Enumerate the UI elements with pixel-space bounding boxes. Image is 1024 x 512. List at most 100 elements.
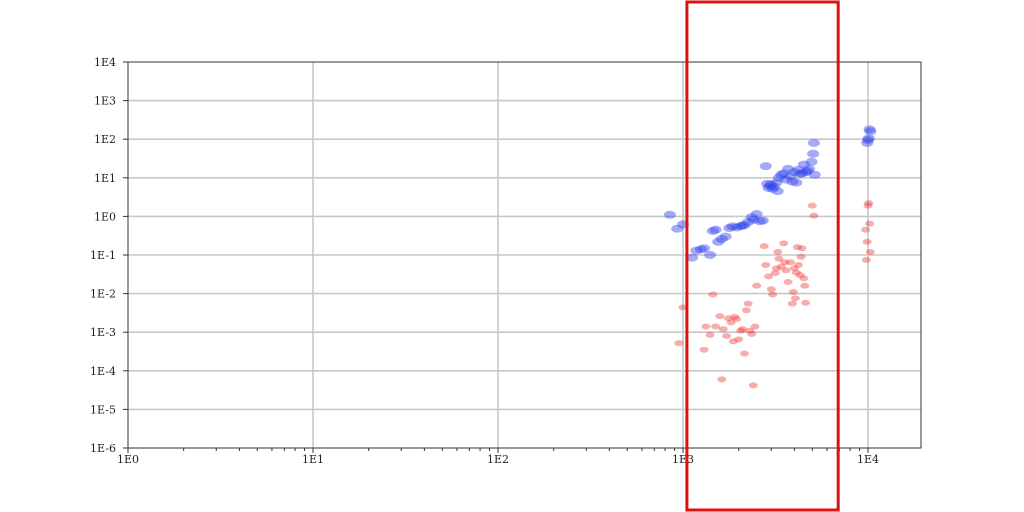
data-point xyxy=(766,184,779,193)
data-point xyxy=(706,226,719,235)
data-point xyxy=(765,180,778,189)
data-point xyxy=(864,127,877,136)
data-point xyxy=(777,169,790,178)
data-point xyxy=(782,164,795,173)
data-point xyxy=(780,259,790,266)
data-point xyxy=(776,263,786,270)
data-point xyxy=(799,275,809,282)
data-points xyxy=(663,125,877,389)
data-point xyxy=(861,256,871,263)
x-tick-label: 1E1 xyxy=(302,453,324,466)
data-point xyxy=(723,224,736,233)
y-tick-label: 1E2 xyxy=(94,133,116,146)
data-point xyxy=(736,221,749,230)
x-tick-label: 1E3 xyxy=(672,453,694,466)
data-point xyxy=(863,202,873,209)
axis-ticks xyxy=(123,61,869,453)
data-point xyxy=(775,170,788,179)
data-point xyxy=(807,202,817,209)
data-point xyxy=(736,327,746,334)
data-point xyxy=(781,267,791,274)
y-tick-label: 1E3 xyxy=(94,95,116,108)
data-point xyxy=(671,224,684,233)
data-point xyxy=(864,200,874,207)
data-point xyxy=(807,149,820,158)
data-point xyxy=(773,248,783,255)
data-point xyxy=(799,168,812,177)
data-point xyxy=(863,125,876,134)
data-point xyxy=(784,172,797,181)
data-point xyxy=(708,291,718,298)
data-point xyxy=(745,327,755,334)
data-point xyxy=(801,299,811,306)
data-point xyxy=(704,251,717,259)
data-point xyxy=(771,265,781,272)
data-point xyxy=(761,179,774,188)
data-point xyxy=(761,262,771,269)
data-point xyxy=(792,165,805,174)
data-point xyxy=(750,210,763,219)
y-tick-label: 1E-4 xyxy=(90,365,116,378)
data-point xyxy=(792,244,802,251)
y-tick-label: 1E4 xyxy=(94,56,116,69)
data-point xyxy=(807,138,820,147)
data-point xyxy=(805,157,818,166)
data-point xyxy=(779,240,789,247)
data-point xyxy=(865,220,875,227)
data-point xyxy=(794,170,807,179)
data-point xyxy=(796,169,809,178)
data-point xyxy=(730,313,740,320)
data-point xyxy=(711,323,721,330)
y-tick-label: 1E-5 xyxy=(90,403,116,416)
data-point xyxy=(734,336,744,343)
data-point xyxy=(785,259,795,266)
data-point xyxy=(768,291,778,298)
data-point xyxy=(756,216,769,225)
data-point xyxy=(743,300,753,307)
data-point xyxy=(803,164,816,173)
data-point xyxy=(730,223,743,232)
data-point xyxy=(800,282,810,289)
data-point xyxy=(663,210,676,219)
data-point xyxy=(717,376,727,383)
data-point xyxy=(741,307,751,314)
data-point xyxy=(808,170,821,179)
data-point xyxy=(797,245,807,252)
data-point xyxy=(740,350,750,357)
data-point xyxy=(699,346,709,353)
data-point xyxy=(770,270,780,277)
data-point xyxy=(786,177,799,186)
data-point xyxy=(715,234,728,243)
data-point xyxy=(793,262,803,269)
data-point xyxy=(753,217,766,226)
data-point xyxy=(771,187,784,196)
data-point xyxy=(715,313,725,320)
data-point xyxy=(865,248,875,255)
data-point xyxy=(763,181,776,190)
data-point xyxy=(790,295,800,302)
data-point xyxy=(752,282,762,289)
data-point xyxy=(723,315,733,322)
data-point xyxy=(861,226,871,233)
data-point xyxy=(726,222,739,231)
data-point xyxy=(795,272,805,279)
data-point xyxy=(701,323,711,330)
data-point xyxy=(767,182,780,191)
data-point xyxy=(674,340,684,347)
data-point xyxy=(698,244,711,253)
data-point xyxy=(738,220,751,229)
data-point xyxy=(790,178,803,187)
data-point xyxy=(734,222,747,231)
data-point xyxy=(861,138,874,147)
data-point xyxy=(750,323,760,330)
y-tick-label: 1E-3 xyxy=(90,326,116,339)
data-point xyxy=(862,238,872,245)
data-point xyxy=(747,215,760,224)
data-point xyxy=(678,304,688,311)
data-point xyxy=(789,265,799,272)
data-point xyxy=(728,338,738,345)
y-tick-label: 1E-1 xyxy=(90,249,116,262)
data-point xyxy=(690,246,703,255)
